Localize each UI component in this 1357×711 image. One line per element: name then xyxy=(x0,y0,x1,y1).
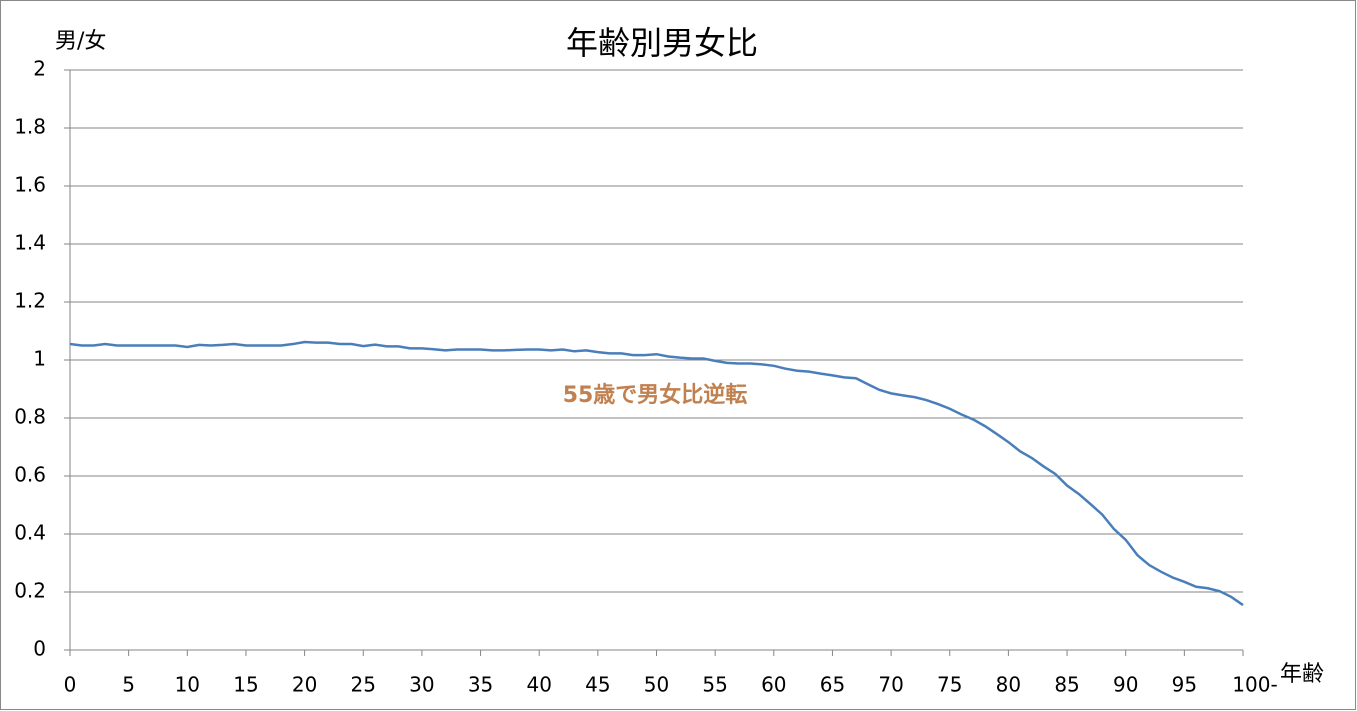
x-tick-label: 95 xyxy=(1172,673,1197,697)
y-tick-label: 1 xyxy=(33,347,46,371)
x-tick-label: 35 xyxy=(468,673,493,697)
y-tick-label: 0.8 xyxy=(14,405,46,429)
y-tick-label: 2 xyxy=(33,57,46,81)
x-tick-label: 30 xyxy=(409,673,434,697)
y-axis-label: 男/女 xyxy=(55,29,106,54)
x-tick-label: 5 xyxy=(122,673,135,697)
x-tick-label: 20 xyxy=(292,673,317,697)
y-tick-label: 1.6 xyxy=(14,173,46,197)
x-tick-label: 80 xyxy=(996,673,1021,697)
x-tick-label: 60 xyxy=(761,673,786,697)
y-tick-label: 0.2 xyxy=(14,579,46,603)
chart-title: 年齢別男女比 xyxy=(566,24,758,62)
x-tick-label: 75 xyxy=(937,673,962,697)
annotation: 55歳で男女比逆転 xyxy=(563,382,748,408)
y-tick-label: 1.4 xyxy=(14,231,46,255)
x-tick-label: 90 xyxy=(1113,673,1138,697)
x-tick-label: 45 xyxy=(585,673,610,697)
x-tick-label: 55 xyxy=(702,673,727,697)
x-tick-label: 85 xyxy=(1054,673,1079,697)
y-tick-label: 1.8 xyxy=(14,115,46,139)
y-tick-label: 0.4 xyxy=(14,521,46,545)
y-tick-label: 0 xyxy=(33,637,46,661)
x-axis-label: 年齢 xyxy=(1280,662,1324,687)
x-tick-label: 65 xyxy=(820,673,845,697)
x-tick-label: 0 xyxy=(64,673,77,697)
data-line xyxy=(69,340,1244,607)
y-tick-label: 1.2 xyxy=(14,289,46,313)
x-tick-label: 100- xyxy=(1232,673,1277,697)
x-tick-label: 10 xyxy=(175,673,200,697)
y-tick-label: 0.6 xyxy=(14,463,46,487)
x-tick-label: 40 xyxy=(526,673,551,697)
x-tick-label: 70 xyxy=(878,673,903,697)
x-tick-label: 25 xyxy=(351,673,376,697)
x-tick-label: 15 xyxy=(233,673,258,697)
x-tick-label: 50 xyxy=(644,673,669,697)
